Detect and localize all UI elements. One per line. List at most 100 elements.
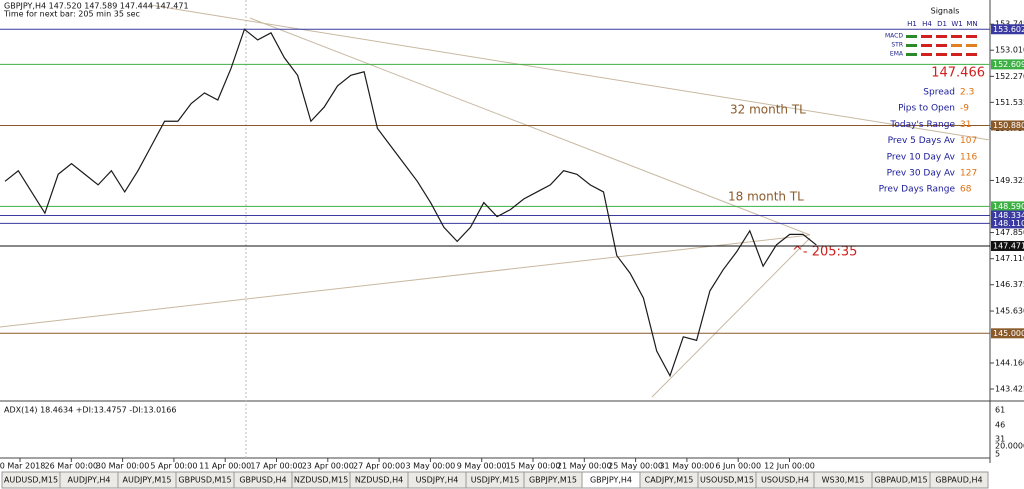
signal-dash: [921, 44, 932, 47]
signal-row: STR: [891, 42, 903, 49]
tab-label[interactable]: GBPJPY,H4: [590, 476, 632, 485]
signal-dash: [951, 44, 962, 47]
info-label: Prev 10 Day Av: [887, 152, 956, 162]
annotation: ^- 205:35: [792, 245, 857, 260]
price-label: 153.745: [995, 20, 1024, 29]
info-value: 107: [960, 136, 977, 146]
price-label: 144.160: [995, 359, 1024, 368]
price-box-label: 148.110: [993, 219, 1024, 228]
info-value: 68: [960, 185, 972, 195]
date-label: 17 Apr 00:00: [250, 462, 302, 471]
signal-dash: [936, 44, 947, 47]
tab-label[interactable]: NZDUSD,M15: [294, 476, 348, 485]
dynamic: 153.745153.010152.270151.535150.795149.3…: [0, 7, 1024, 489]
tab[interactable]: [929, 471, 989, 489]
info-value: -9: [960, 104, 969, 114]
tab-label[interactable]: AUDUSD,M15: [4, 476, 58, 485]
signal-dash: [966, 44, 977, 47]
signal-dash: [936, 35, 947, 38]
price-label: 152.270: [995, 72, 1024, 81]
date-label: 21 May 00:00: [557, 462, 612, 471]
price-label: 145.630: [995, 307, 1024, 316]
info-value: 2.3: [960, 88, 974, 98]
date-label: 31 May 00:00: [659, 462, 714, 471]
price-box-label: 147.471: [993, 241, 1024, 250]
price-box: [991, 201, 1024, 212]
tab-label[interactable]: USOUSD,M15: [700, 476, 754, 485]
price-box-label: 152.609: [993, 60, 1024, 69]
current-price: 147.466: [931, 66, 985, 81]
signal-column: D1: [937, 20, 947, 28]
tab-label[interactable]: AUDJPY,H4: [67, 476, 110, 485]
date-label: 26 Mar 00:00: [45, 462, 98, 471]
price-label: 149.325: [995, 176, 1024, 185]
price-box: [991, 24, 1024, 35]
signal-row: MACD: [885, 33, 903, 40]
signal-dash: [966, 53, 977, 56]
price-box: [991, 120, 1024, 131]
price-box: [991, 328, 1024, 339]
price-label: 147.850: [995, 228, 1024, 237]
indicator-scale: 5: [995, 450, 1000, 459]
tab-label[interactable]: GBPAUD,M15: [874, 476, 927, 485]
tab-label[interactable]: NZDUSD,H4: [355, 476, 403, 485]
signal-dash: [921, 35, 932, 38]
price-line: [4, 28, 817, 378]
info-label: Pips to Open: [898, 104, 955, 114]
signal-dash: [906, 53, 917, 56]
date-label: 23 Apr 00:00: [302, 462, 354, 471]
date-label: 12 Jun 00:00: [764, 462, 815, 471]
date-label: 11 Apr 00:00: [199, 462, 251, 471]
signal-column: H1: [907, 20, 917, 28]
signal-column: MN: [966, 20, 977, 28]
tab-label[interactable]: WS30,M15: [822, 476, 865, 485]
info-value: 127: [960, 169, 977, 179]
indicator-scale: 31: [995, 435, 1005, 444]
tab-label[interactable]: GBPUSD,H4: [239, 476, 286, 485]
indicator-scale: 61: [995, 406, 1005, 415]
price-box: [991, 218, 1024, 229]
signal-dash: [906, 44, 917, 47]
tab-label[interactable]: GBPUSD,M15: [178, 476, 231, 485]
price-box: [991, 59, 1024, 70]
indicator-scale: 46: [995, 421, 1005, 430]
signal-row: EMA: [890, 51, 904, 58]
signal-dash: [966, 35, 977, 38]
signal-dash: [921, 53, 932, 56]
tab-label[interactable]: AUDJPY,M15: [122, 476, 171, 485]
date-label: 27 Apr 00:00: [353, 462, 405, 471]
trendline: [651, 237, 811, 398]
date-label: 20 Mar 2018: [0, 462, 45, 471]
signal-dash: [951, 35, 962, 38]
price-label: 143.425: [995, 384, 1024, 393]
signal-dash: [951, 53, 962, 56]
date-label: 9 May 00:00: [457, 462, 507, 471]
info-label: Spread: [923, 88, 955, 98]
tab-label[interactable]: GBPJPY,M15: [529, 476, 577, 485]
signal-dash: [906, 35, 917, 38]
signals-title: Signals: [931, 7, 960, 16]
date-label: 5 Apr 00:00: [150, 462, 197, 471]
info-value: 31: [960, 120, 971, 130]
date-label: 30 Mar 00:00: [96, 462, 149, 471]
date-label: 25 May 00:00: [608, 462, 663, 471]
date-label: 15 May 00:00: [506, 462, 561, 471]
info-label: Prev 5 Days Av: [888, 136, 956, 146]
tab-label[interactable]: GBPAUD,H4: [935, 476, 982, 485]
trendline: [0, 234, 811, 328]
annotation: 18 month TL: [728, 190, 804, 204]
signal-column: H4: [922, 20, 932, 28]
symbol-line: GBPJPY,H4 147.520 147.589 147.444 147.47…: [4, 2, 189, 11]
date-label: 3 May 00:00: [406, 462, 456, 471]
price-label: 153.010: [995, 46, 1024, 55]
price-label: 147.110: [995, 254, 1024, 263]
tab-label[interactable]: USDJPY,H4: [416, 476, 459, 485]
info-label: Prev Days Range: [879, 185, 956, 195]
tab-label[interactable]: CADJPY,M15: [645, 476, 694, 485]
tab-label[interactable]: USDJPY,M15: [471, 476, 520, 485]
tab-label[interactable]: USOUSD,H4: [761, 476, 809, 485]
price-box-label: 153.602: [993, 25, 1024, 34]
